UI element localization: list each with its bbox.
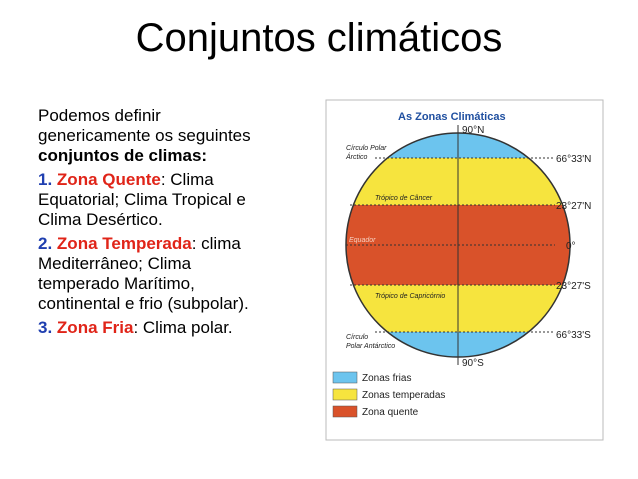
item: 3. Zona Fria: Clima polar. — [38, 318, 263, 338]
legend-swatch — [332, 405, 358, 418]
parallels — [346, 157, 555, 333]
item: 1. Zona Quente: Clima Equatorial; Clima … — [38, 170, 263, 230]
legend-swatch — [332, 388, 358, 401]
legend-swatch — [332, 371, 358, 384]
text-column: Podemos definir genericamente os seguint… — [38, 106, 263, 342]
tropic-label: Trópico de Capricórnio — [375, 293, 445, 300]
lat-label: 66°33'N — [556, 154, 591, 165]
slide-title: Conjuntos climáticos — [135, 16, 503, 60]
item-number: 2. — [38, 234, 53, 253]
figure-title: As Zonas Climáticas — [398, 111, 506, 123]
intro: Podemos definir genericamente os seguint… — [38, 106, 263, 166]
item: 2. Zona Temperada: clima Mediterrâneo; C… — [38, 234, 263, 314]
item-number: 1. — [38, 170, 53, 189]
circle-label: Polar Antárctico — [346, 343, 395, 350]
lat-label: 23°27'N — [556, 201, 591, 212]
item-text: : Clima polar. — [133, 318, 233, 337]
item-name: Zona Quente — [56, 170, 161, 189]
tropic-label: Trópico de Câncer — [375, 195, 433, 202]
item-text: : Clima Equatorial; Clima Tropical e Cli… — [38, 170, 246, 229]
lat-label: 23°27'S — [556, 281, 591, 292]
legend-label: Zona quente — [362, 407, 419, 418]
circle-label: Círculo — [346, 334, 368, 341]
item-name: Zona Temperada — [56, 234, 192, 253]
pole-label: 90°S — [462, 358, 484, 369]
lat-label: 0° — [566, 241, 576, 252]
intro-text: Podemos definir genericamente os seguint… — [38, 106, 251, 145]
legend-label: Zonas temperadas — [362, 390, 445, 401]
item-name: Zona Fria — [56, 318, 134, 337]
equator-label: Equador — [349, 237, 376, 244]
pole-label: 90°N — [462, 125, 484, 136]
lat-label: 66°33'S — [556, 330, 591, 341]
circle-label: Círculo Polar — [346, 145, 387, 152]
item-number: 3. — [38, 318, 53, 337]
legend-label: Zonas frias — [362, 373, 411, 384]
item-text: : clima Mediterrâneo; Clima temperado Ma… — [38, 234, 249, 313]
intro-bold: conjuntos de climas: — [38, 146, 208, 165]
circle-label: Árctico — [345, 152, 368, 161]
